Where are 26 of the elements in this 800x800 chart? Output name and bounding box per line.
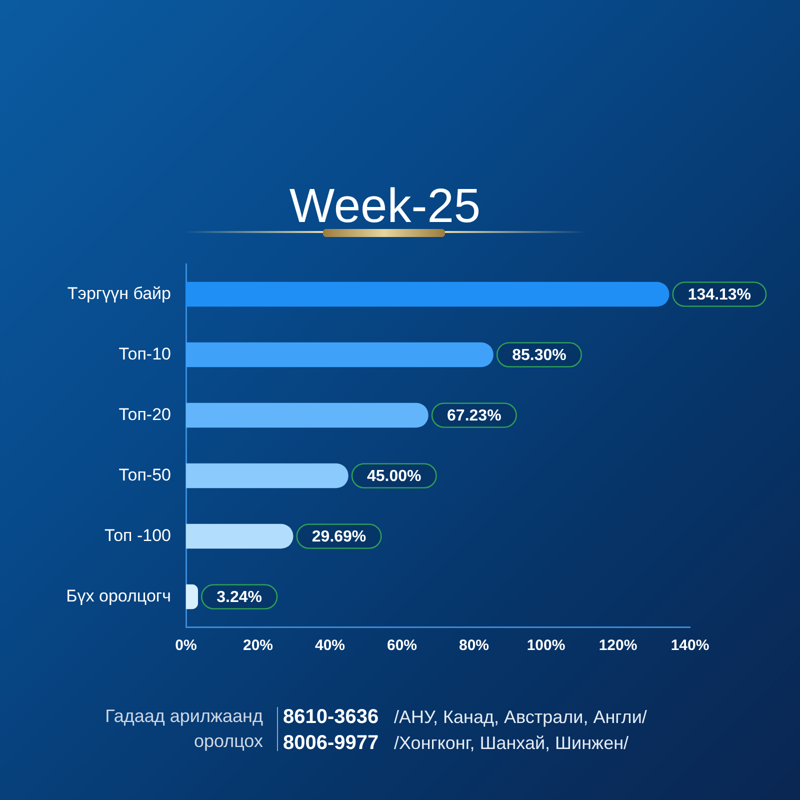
x-tick-label: 100% bbox=[526, 637, 566, 654]
x-tick-label: 20% bbox=[242, 637, 274, 654]
data-label: 45.00% bbox=[367, 468, 422, 486]
data-label: 134.13% bbox=[688, 286, 752, 304]
x-tick-label: 80% bbox=[458, 637, 490, 654]
y-tick-label: Топ-10 bbox=[118, 344, 171, 364]
y-tick-label: Тэргүүн байр bbox=[67, 284, 171, 303]
x-tick-label: 140% bbox=[670, 637, 710, 654]
x-tick-label: 40% bbox=[314, 637, 346, 654]
x-tick-label: 60% bbox=[386, 637, 418, 654]
x-tick-label: 0% bbox=[175, 637, 197, 654]
x-tick-label: 120% bbox=[598, 637, 638, 654]
data-label: 67.23% bbox=[447, 408, 502, 425]
y-tick-label: Топ-50 bbox=[118, 465, 171, 484]
data-label: 29.69% bbox=[312, 528, 366, 546]
text: 8006-9977 bbox=[283, 732, 379, 754]
data-label: 85.30% bbox=[512, 347, 566, 364]
y-tick-label: Топ -100 bbox=[104, 526, 171, 545]
text: Гадаад арилжаанд оролцох bbox=[105, 706, 264, 751]
y-tick-label: Топ-20 bbox=[118, 404, 171, 424]
chart-title: Week-25 bbox=[289, 180, 481, 233]
y-tick-label: Бүх оролцогч bbox=[66, 586, 171, 606]
data-label: 3.24% bbox=[216, 589, 262, 606]
text: /АНУ, Канад, Австрали, Англи/ bbox=[394, 707, 647, 727]
text: /Хонгконг, Шанхай, Шинжен/ bbox=[394, 733, 629, 753]
text: 8610-3636 bbox=[283, 706, 379, 728]
